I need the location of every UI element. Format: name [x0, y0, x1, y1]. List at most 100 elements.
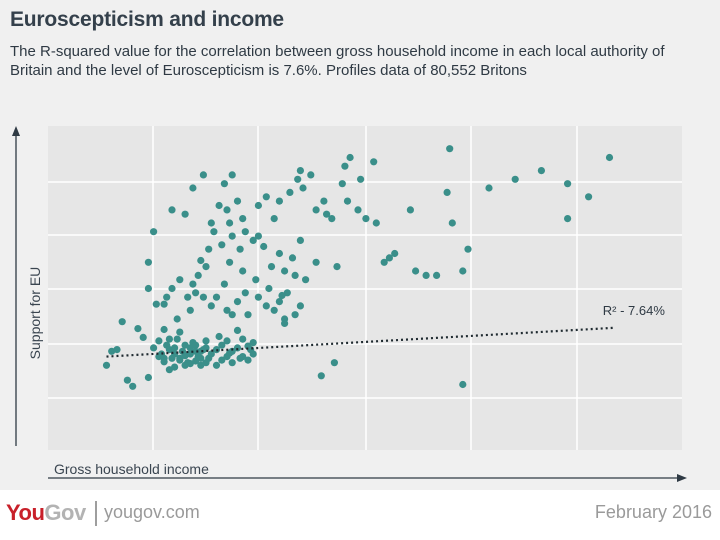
data-point — [218, 356, 226, 364]
data-point — [228, 311, 236, 319]
data-point — [288, 254, 297, 262]
data-point — [278, 291, 286, 300]
data-point — [299, 184, 307, 192]
data-point — [152, 300, 160, 308]
data-point — [338, 180, 346, 188]
data-point — [286, 188, 294, 196]
data-point — [254, 293, 262, 301]
data-point — [585, 193, 593, 201]
data-point — [362, 215, 370, 223]
data-point — [144, 373, 152, 382]
plot-background — [48, 126, 682, 450]
data-point — [165, 335, 173, 343]
data-point — [443, 188, 451, 196]
yougov-logo: YouGov — [6, 500, 86, 526]
data-point — [275, 298, 283, 306]
data-point — [173, 315, 181, 323]
x-axis-label: Gross household income — [54, 461, 209, 477]
logo-gov: Gov — [44, 500, 86, 525]
data-point — [346, 153, 354, 162]
data-point — [422, 271, 430, 279]
data-point — [333, 263, 341, 271]
data-point — [296, 167, 304, 175]
data-point — [236, 245, 244, 253]
chart-subtitle: The R-squared value for the correlation … — [10, 43, 665, 79]
data-point — [283, 289, 291, 297]
data-point — [168, 284, 176, 293]
data-point — [212, 361, 221, 369]
data-point — [291, 311, 299, 319]
data-point — [265, 284, 273, 293]
data-point — [207, 219, 215, 227]
data-point — [294, 175, 302, 183]
data-point — [215, 332, 223, 341]
data-point — [239, 215, 247, 223]
data-point — [433, 271, 441, 279]
data-point — [291, 271, 299, 279]
data-point — [181, 361, 189, 369]
data-point — [202, 263, 210, 271]
website-label: yougov.com — [104, 502, 200, 522]
logo-you: You — [6, 500, 45, 525]
data-point — [144, 258, 152, 266]
data-point — [233, 197, 242, 205]
data-point — [168, 354, 176, 362]
data-point — [270, 215, 278, 223]
data-point — [176, 276, 184, 284]
data-point — [320, 197, 328, 205]
data-point — [150, 344, 158, 352]
data-point — [354, 206, 362, 214]
data-point — [129, 382, 137, 390]
data-point — [270, 306, 278, 314]
data-point — [260, 242, 268, 251]
data-point — [241, 289, 249, 297]
data-point — [223, 306, 231, 314]
data-point — [192, 341, 200, 349]
data-point — [220, 280, 228, 288]
data-point — [102, 361, 111, 369]
data-point — [226, 219, 234, 227]
data-point — [207, 350, 215, 358]
data-point — [343, 197, 352, 205]
data-point — [160, 325, 168, 334]
data-point — [244, 311, 252, 319]
y-axis-arrow-icon — [12, 126, 20, 136]
data-point — [328, 215, 336, 223]
data-point — [236, 354, 244, 362]
data-point — [192, 289, 200, 297]
data-point — [218, 341, 226, 349]
data-point — [446, 145, 454, 153]
chart-header: Euroscepticism and income The R-squared … — [0, 0, 720, 100]
chart-title: Euroscepticism and income — [10, 8, 284, 31]
x-axis-arrow-icon — [677, 474, 687, 482]
data-point — [391, 249, 399, 258]
data-point — [176, 328, 184, 336]
data-point — [341, 162, 349, 170]
data-point — [249, 339, 257, 347]
logo-divider — [95, 501, 97, 526]
data-point — [302, 276, 310, 284]
scatter-plot: R² - 7.64% — [12, 126, 687, 482]
chart-footer: YouGov yougov.com February 2016 — [0, 490, 720, 540]
chart-area: R² - 7.64% — [0, 100, 720, 490]
data-point — [564, 180, 572, 188]
data-point — [385, 254, 393, 262]
data-point — [317, 372, 325, 380]
data-point — [215, 201, 223, 210]
data-point — [186, 306, 194, 314]
data-point — [228, 359, 236, 367]
data-point — [537, 167, 546, 175]
data-point — [233, 344, 242, 352]
date-label: February 2016 — [594, 502, 712, 522]
data-point — [160, 354, 168, 362]
data-point — [202, 337, 210, 345]
data-point — [163, 293, 171, 301]
data-point — [262, 302, 270, 310]
data-point — [239, 267, 247, 275]
data-point — [448, 219, 456, 227]
data-point — [199, 293, 207, 301]
data-point — [212, 293, 221, 301]
data-point — [275, 249, 283, 258]
data-point — [168, 206, 176, 214]
data-point — [171, 363, 179, 371]
